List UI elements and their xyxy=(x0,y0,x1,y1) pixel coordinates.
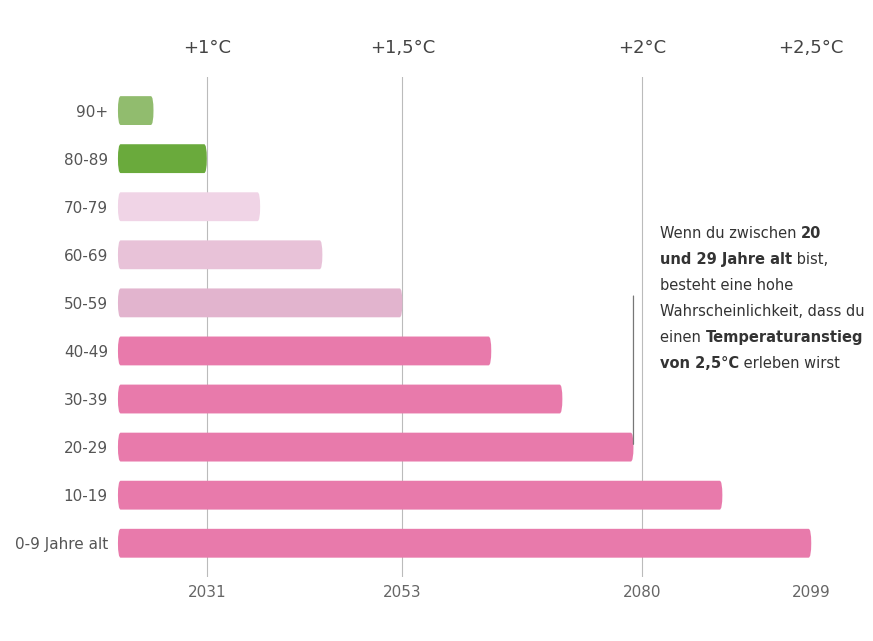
Text: bist,: bist, xyxy=(793,252,828,267)
FancyBboxPatch shape xyxy=(118,240,322,269)
Text: besteht eine hohe: besteht eine hohe xyxy=(660,278,794,293)
Text: Wahrscheinlichkeit, dass du: Wahrscheinlichkeit, dass du xyxy=(660,304,865,319)
Text: +2°C: +2°C xyxy=(618,39,666,57)
FancyBboxPatch shape xyxy=(118,337,491,365)
Text: +1,5°C: +1,5°C xyxy=(370,39,435,57)
Text: und 29 Jahre alt: und 29 Jahre alt xyxy=(660,252,793,267)
FancyBboxPatch shape xyxy=(118,433,634,462)
Text: erleben wirst: erleben wirst xyxy=(739,356,840,370)
Text: Wenn du zwischen: Wenn du zwischen xyxy=(660,226,801,241)
FancyBboxPatch shape xyxy=(118,529,811,558)
FancyBboxPatch shape xyxy=(118,288,402,317)
Text: einen: einen xyxy=(660,329,705,345)
Text: +1°C: +1°C xyxy=(182,39,230,57)
Text: Temperaturanstieg: Temperaturanstieg xyxy=(705,329,863,345)
FancyBboxPatch shape xyxy=(118,192,260,221)
FancyBboxPatch shape xyxy=(118,385,562,413)
FancyBboxPatch shape xyxy=(118,481,722,510)
FancyBboxPatch shape xyxy=(118,144,207,173)
FancyBboxPatch shape xyxy=(118,96,154,125)
Text: +2,5°C: +2,5°C xyxy=(779,39,844,57)
Text: von 2,5°C: von 2,5°C xyxy=(660,356,739,370)
Text: 20: 20 xyxy=(801,226,821,241)
